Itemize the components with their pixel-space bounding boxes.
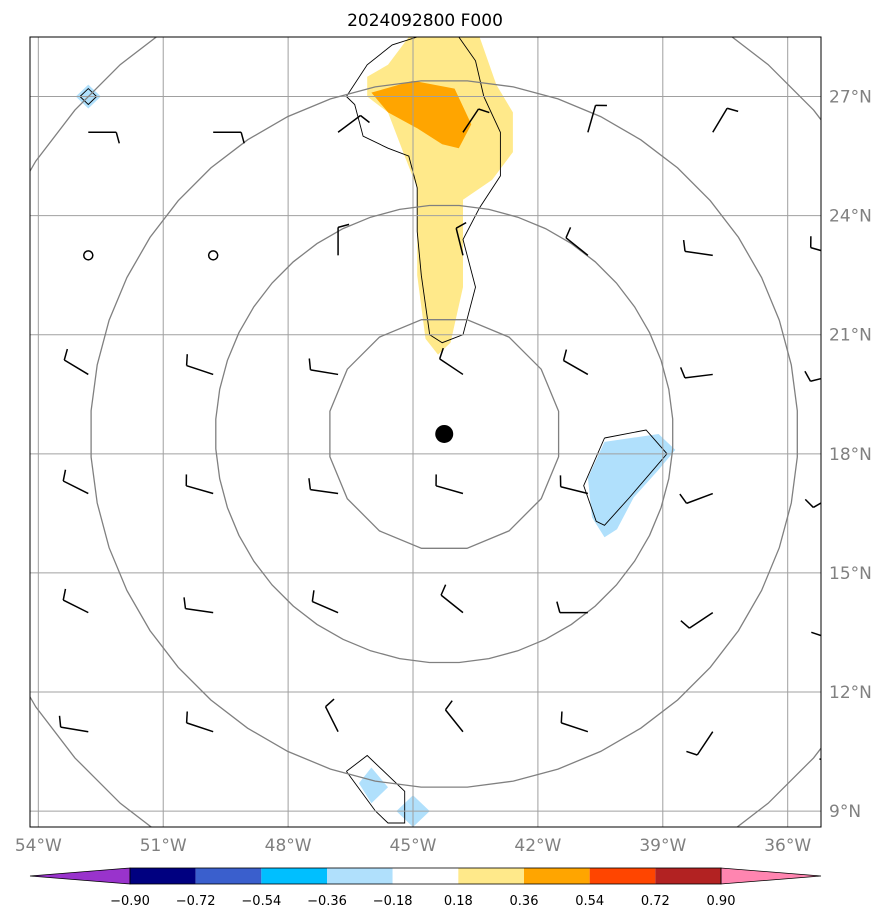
wind-barb: [444, 700, 464, 733]
wind-barb: [556, 601, 588, 614]
shaded-field-layer: [75, 37, 676, 827]
colorbar-tick-label: 0.54: [575, 894, 604, 909]
gridlines: [30, 37, 821, 827]
colorbar-tick-label: −0.72: [176, 894, 216, 909]
lat-tick-label: 9°N: [829, 802, 861, 822]
wind-barb: [804, 370, 821, 382]
wind-barb: [686, 731, 714, 756]
wind-barb: [311, 590, 339, 614]
wind-barb: [440, 584, 464, 614]
lon-tick-label: 39°W: [639, 836, 686, 856]
wind-barb: [559, 475, 589, 495]
wind-barb: [804, 498, 821, 509]
wind-barb: [712, 107, 739, 133]
colorbar: −0.90 −0.72 −0.54 −0.36 −0.18 0.18 0.36 0.54 0.7…: [29, 867, 822, 909]
range-ring-1: [215, 204, 674, 664]
wind-barb: [455, 221, 467, 256]
wind-barb: [337, 114, 370, 133]
wind-barb: [308, 478, 339, 495]
storm-center-marker: [435, 424, 454, 443]
wind-barb: [811, 631, 821, 637]
wind-barb-calm: [83, 250, 94, 261]
lat-tick-label: 12°N: [829, 683, 872, 703]
colorbar-tick-label: −0.36: [307, 894, 347, 909]
chart-title: 2024092800 F000: [347, 11, 503, 31]
wind-barb: [679, 492, 714, 505]
wind-barb: [337, 223, 350, 256]
wind-barb: [565, 227, 589, 256]
wind-barb: [680, 612, 714, 629]
colorbar-tick-label: −0.90: [110, 894, 150, 909]
wind-barb: [62, 588, 89, 614]
colorbar-segment: [392, 868, 459, 884]
colorbar-segment: [195, 868, 262, 884]
wind-barb: [185, 354, 214, 376]
wind-barb: [183, 597, 214, 614]
lat-tick-label: 18°N: [829, 445, 872, 465]
lon-tick-label: 36°W: [764, 836, 811, 856]
wind-barb: [62, 469, 89, 495]
colorbar-outline: [129, 867, 722, 885]
colorbar-tick-label: 0.18: [444, 894, 473, 909]
lon-tick-label: 51°W: [140, 836, 187, 856]
lat-tick-label: 27°N: [829, 88, 872, 108]
colorbar-extend-low: [29, 867, 131, 885]
colorbar-extend-high: [720, 867, 822, 885]
colorbar-segment: [130, 868, 196, 884]
wind-barb: [58, 715, 89, 733]
contour-layer: [79, 37, 668, 824]
wind-barb: [88, 131, 121, 144]
map-frame: [29, 36, 822, 828]
colorbar-segment: [524, 868, 590, 884]
wind-barb: [324, 698, 339, 733]
wind-barb: [587, 104, 607, 133]
colorbar-tick-label: 0.36: [510, 894, 539, 909]
longitude-tick-labels: 54°W 51°W 48°W 45°W 42°W 39°W 36°W: [15, 836, 812, 856]
wind-barb-calm: [207, 250, 219, 261]
wind-barb: [308, 358, 339, 376]
colorbar-tick-label: 0.72: [641, 894, 670, 909]
wind-barb: [213, 131, 245, 144]
contour-line-1: [583, 429, 668, 526]
wind-barb: [63, 348, 89, 376]
colorbar-tick-label: −0.18: [373, 894, 413, 909]
shaded-region-1: [371, 80, 472, 149]
lat-tick-label: 15°N: [829, 564, 872, 584]
wind-barb: [435, 474, 464, 495]
wind-barb-layer: [58, 104, 821, 760]
range-ring-2: [90, 80, 798, 788]
colorbar-tick-label: −0.54: [241, 894, 281, 909]
wind-barb: [185, 474, 214, 495]
wind-barb: [562, 349, 589, 376]
lon-tick-label: 48°W: [265, 836, 312, 856]
shaded-region-2: [587, 434, 676, 538]
colorbar-segment: [261, 868, 327, 884]
colorbar-segment: [458, 868, 524, 884]
latitude-tick-labels: 9°N 12°N 15°N 18°N 21°N 24°N 27°N: [829, 88, 872, 823]
colorbar-segment: [327, 868, 393, 884]
colorbar-tick-label: 0.90: [707, 894, 736, 909]
lon-tick-label: 42°W: [514, 836, 561, 856]
wind-barb: [682, 239, 713, 257]
shaded-region-3: [358, 767, 388, 804]
lon-tick-label: 45°W: [390, 836, 437, 856]
range-ring-0: [329, 319, 560, 549]
lat-tick-label: 24°N: [829, 207, 872, 227]
wind-barb: [819, 758, 821, 760]
wind-barb: [679, 367, 713, 379]
lon-tick-label: 54°W: [15, 836, 62, 856]
colorbar-segment: [655, 868, 721, 884]
wind-barb: [462, 108, 490, 133]
wind-barb: [185, 711, 214, 733]
colorbar-segment: [589, 868, 656, 884]
lat-tick-label: 21°N: [829, 326, 872, 346]
wind-barb: [809, 236, 821, 252]
wind-barb: [438, 347, 464, 376]
wind-barb: [560, 711, 589, 733]
